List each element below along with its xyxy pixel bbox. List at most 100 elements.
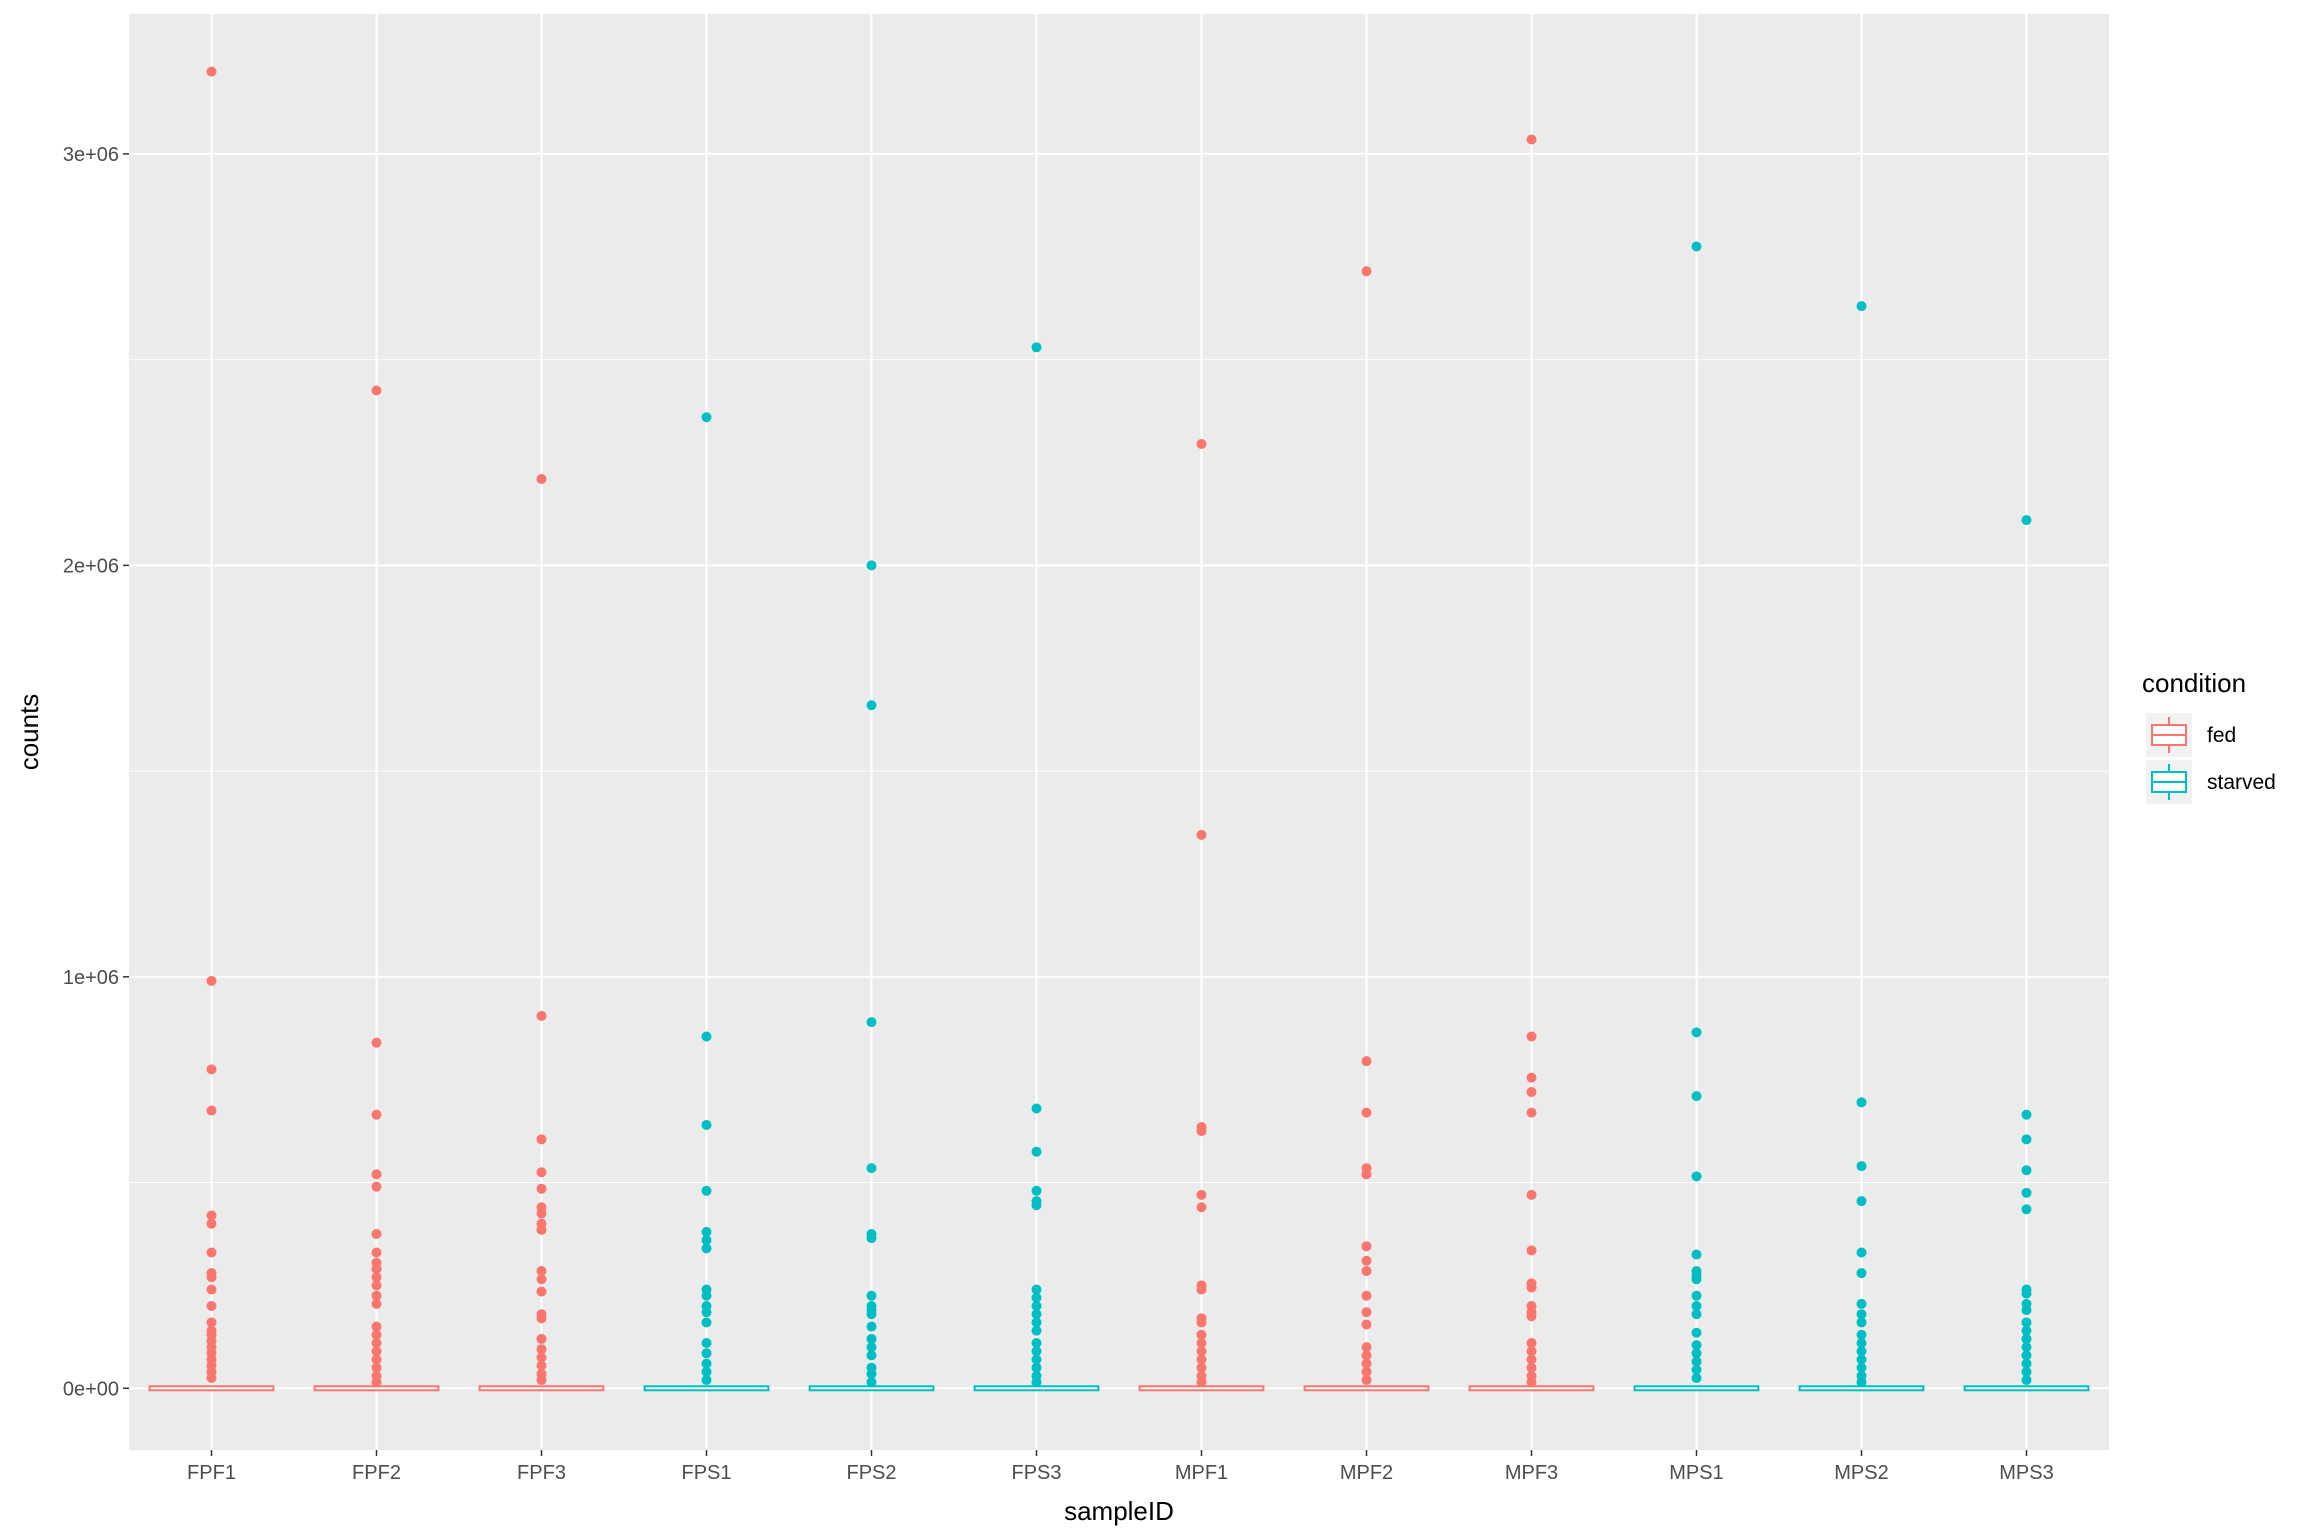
outlier-point xyxy=(536,1274,547,1285)
outlier-point xyxy=(701,1185,712,1196)
outlier-point xyxy=(536,1360,547,1371)
x-axis-title: sampleID xyxy=(1064,1496,1174,1526)
outlier-point xyxy=(1361,1107,1372,1118)
x-tick-label: MPF2 xyxy=(1340,1462,1393,1484)
outlier-point xyxy=(371,1181,382,1192)
outlier-point xyxy=(206,1218,217,1229)
x-tick-label: MPS3 xyxy=(1999,1462,2053,1484)
outlier-point xyxy=(2021,1305,2032,1316)
outlier-point xyxy=(1691,1327,1702,1338)
outlier-point xyxy=(1031,1309,1042,1320)
x-tick-label: FPF2 xyxy=(352,1462,401,1484)
box-FPF3 xyxy=(478,1385,605,1392)
outlier-point xyxy=(536,1344,547,1355)
outlier-point xyxy=(206,1064,217,1075)
outlier-point xyxy=(536,1134,547,1145)
outlier-point xyxy=(371,1377,382,1388)
outlier-point xyxy=(1856,1338,1867,1349)
outlier-point xyxy=(1196,1284,1207,1295)
outlier-point xyxy=(536,1183,547,1194)
outlier-point xyxy=(701,1226,712,1237)
outlier-point xyxy=(1526,1311,1537,1322)
outlier-point xyxy=(1526,1354,1537,1365)
outlier-point xyxy=(1196,1346,1207,1357)
outlier-point xyxy=(2021,1342,2032,1353)
outlier-point xyxy=(866,1342,877,1353)
outlier-point xyxy=(1856,1247,1867,1258)
outlier-point xyxy=(1361,1290,1372,1301)
outlier-point xyxy=(1526,1338,1537,1349)
outlier-point xyxy=(206,66,217,77)
y-tick-label: 1e+06 xyxy=(63,967,119,989)
outlier-point xyxy=(371,1346,382,1357)
outlier-point xyxy=(1361,1169,1372,1180)
outlier-point xyxy=(701,1031,712,1042)
outlier-point xyxy=(1856,1309,1867,1320)
outlier-point xyxy=(206,1372,217,1383)
outlier-point xyxy=(206,1105,217,1116)
outlier-point xyxy=(536,1286,547,1297)
outlier-point xyxy=(1856,1268,1867,1279)
outlier-point xyxy=(1691,1348,1702,1359)
outlier-point xyxy=(2021,1375,2032,1386)
outlier-point xyxy=(1526,1087,1537,1098)
outlier-point xyxy=(1031,1284,1042,1295)
outlier-point xyxy=(1196,829,1207,840)
outlier-point xyxy=(371,1354,382,1365)
outlier-point xyxy=(1526,1245,1537,1256)
box-MPF2 xyxy=(1303,1385,1430,1392)
outlier-point xyxy=(2021,1165,2032,1176)
legend-title: condition xyxy=(2142,668,2246,698)
y-tick-label: 3e+06 xyxy=(63,144,119,166)
outlier-point xyxy=(1361,1255,1372,1266)
box-MPS1 xyxy=(1633,1385,1760,1392)
y-axis-title: counts xyxy=(14,694,44,771)
outlier-point xyxy=(371,1298,382,1309)
outlier-point xyxy=(1856,1317,1867,1328)
outlier-point xyxy=(1031,1146,1042,1157)
outlier-point xyxy=(371,1329,382,1340)
outlier-point xyxy=(536,1167,547,1178)
outlier-point xyxy=(1031,1346,1042,1357)
outlier-point xyxy=(1856,301,1867,312)
outlier-point xyxy=(866,1333,877,1344)
outlier-point xyxy=(1196,1362,1207,1373)
outlier-point xyxy=(371,1247,382,1258)
box-FPF1 xyxy=(148,1385,275,1392)
outlier-point xyxy=(1031,342,1042,353)
outlier-point xyxy=(1196,438,1207,449)
outlier-point xyxy=(1196,1126,1207,1137)
legend-key-fed xyxy=(2146,713,2192,757)
outlier-point xyxy=(1031,1300,1042,1311)
outlier-point xyxy=(1526,1377,1537,1388)
outlier-point xyxy=(206,1317,217,1328)
minor-gridlines xyxy=(129,359,2109,1184)
outlier-point xyxy=(1361,1266,1372,1277)
outlier-point xyxy=(1196,1377,1207,1388)
outlier-point xyxy=(1361,266,1372,277)
legend-key-starved xyxy=(2146,760,2192,804)
outlier-point xyxy=(1361,1358,1372,1369)
outlier-point xyxy=(1691,1274,1702,1285)
outlier-point xyxy=(2021,1333,2032,1344)
outlier-point xyxy=(1526,134,1537,145)
outlier-point xyxy=(371,1169,382,1180)
outlier-point xyxy=(701,1243,712,1254)
outlier-point xyxy=(866,1321,877,1332)
outlier-point xyxy=(371,1338,382,1349)
outlier-point xyxy=(1031,1292,1042,1303)
plot-panel xyxy=(129,14,2109,1450)
x-tick-label: FPS1 xyxy=(681,1462,731,1484)
outlier-point xyxy=(1031,1325,1042,1336)
outlier-point xyxy=(1691,1027,1702,1038)
outlier-point xyxy=(536,1224,547,1235)
outlier-point xyxy=(536,1208,547,1219)
outlier-point xyxy=(1856,1377,1867,1388)
outlier-point xyxy=(371,1228,382,1239)
outlier-point xyxy=(1526,1362,1537,1373)
outlier-point xyxy=(536,1010,547,1021)
outlier-point xyxy=(866,560,877,571)
legend-keys xyxy=(2146,713,2192,804)
x-tick-label: MPS1 xyxy=(1669,1462,1723,1484)
outlier-point xyxy=(1691,1364,1702,1375)
